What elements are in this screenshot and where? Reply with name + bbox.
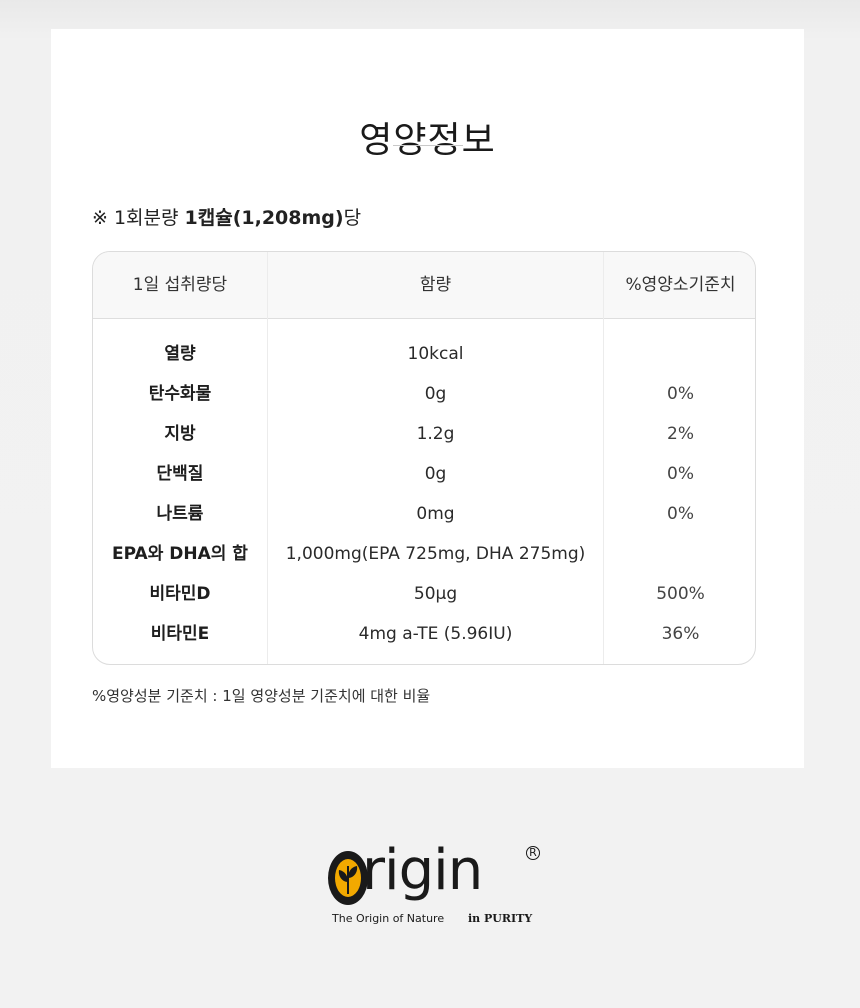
nutrient-dv bbox=[604, 334, 755, 374]
nutrition-card: 영양정보 ※ 1회분량 1캡슐(1,208mg)당 1일 섭취량당 함량 %영양… bbox=[51, 29, 804, 768]
logo-tagline: The Origin of Nature bbox=[332, 912, 445, 925]
table-row: 비타민D 50μg 500% bbox=[93, 574, 755, 614]
header-amount: 함량 bbox=[419, 275, 452, 295]
nutrient-dv: 0% bbox=[667, 504, 694, 524]
table-header: 1일 섭취량당 함량 %영양소기준치 bbox=[93, 252, 755, 319]
logo-tagline-bold: in PURITY bbox=[468, 912, 533, 925]
nutrition-table: 1일 섭취량당 함량 %영양소기준치 열량 10kcal 탄수화물 0g 0% … bbox=[92, 251, 756, 665]
table-row: 지방 1.2g 2% bbox=[93, 414, 755, 454]
nutrient-name: 단백질 bbox=[156, 464, 204, 484]
nutrient-name: 탄수화물 bbox=[148, 384, 212, 404]
nutrient-name: EPA와 DHA의 합 bbox=[112, 544, 248, 564]
table-row: 나트륨 0mg 0% bbox=[93, 494, 755, 534]
serving-suffix: 당 bbox=[343, 207, 362, 229]
nutrient-amount: 4mg a-TE (5.96IU) bbox=[358, 624, 513, 644]
nutrient-amount: 50μg bbox=[413, 584, 458, 604]
nutrient-name: 비타민D bbox=[149, 584, 211, 604]
serving-prefix: ※ 1회분량 bbox=[92, 207, 185, 229]
nutrient-name: 나트륨 bbox=[156, 504, 204, 524]
header-daily-value: %영양소기준치 bbox=[625, 275, 736, 295]
page-title: 영양정보 bbox=[359, 120, 496, 161]
nutrient-dv: 0% bbox=[667, 384, 694, 404]
column-divider bbox=[603, 252, 604, 664]
nutrient-dv: 500% bbox=[656, 584, 705, 604]
table-row: 열량 10kcal bbox=[93, 334, 755, 374]
nutrient-amount: 10kcal bbox=[407, 344, 464, 364]
nutrient-amount: 0g bbox=[424, 464, 447, 484]
nutrient-amount: 0g bbox=[424, 384, 447, 404]
table-row: EPA와 DHA의 합 1,000mg(EPA 725mg, DHA 275mg… bbox=[93, 534, 755, 574]
table-row: 비타민E 4mg a-TE (5.96IU) 36% bbox=[93, 614, 755, 654]
leaf-o-icon bbox=[328, 851, 368, 905]
nutrient-name: 열량 bbox=[164, 344, 196, 364]
table-row: 탄수화물 0g 0% bbox=[93, 374, 755, 414]
serving-size: ※ 1회분량 1캡슐(1,208mg)당 bbox=[92, 203, 361, 230]
nutrient-dv bbox=[604, 534, 755, 574]
table-row: 단백질 0g 0% bbox=[93, 454, 755, 494]
nutrient-dv: 36% bbox=[661, 624, 700, 644]
nutrient-dv: 2% bbox=[667, 424, 694, 444]
title-divider bbox=[393, 145, 463, 146]
nutrient-dv: 0% bbox=[667, 464, 694, 484]
footnote: %영양성분 기준치 : 1일 영양성분 기준치에 대한 비율 bbox=[92, 687, 431, 705]
registered-mark: R bbox=[526, 846, 540, 860]
nutrient-amount: 0mg bbox=[416, 504, 455, 524]
logo-wordmark: rigin bbox=[362, 838, 483, 903]
nutrient-amount: 1.2g bbox=[416, 424, 455, 444]
header-per-day: 1일 섭취량당 bbox=[132, 275, 228, 295]
nutrient-name: 비타민E bbox=[150, 624, 210, 644]
column-divider bbox=[267, 252, 268, 664]
brand-logo: rigin R The Origin of Nature in PURITY bbox=[322, 838, 542, 938]
serving-amount: 1캡슐(1,208mg) bbox=[184, 207, 344, 229]
nutrient-name: 지방 bbox=[164, 424, 196, 444]
nutrient-amount: 1,000mg(EPA 725mg, DHA 275mg) bbox=[285, 544, 586, 564]
